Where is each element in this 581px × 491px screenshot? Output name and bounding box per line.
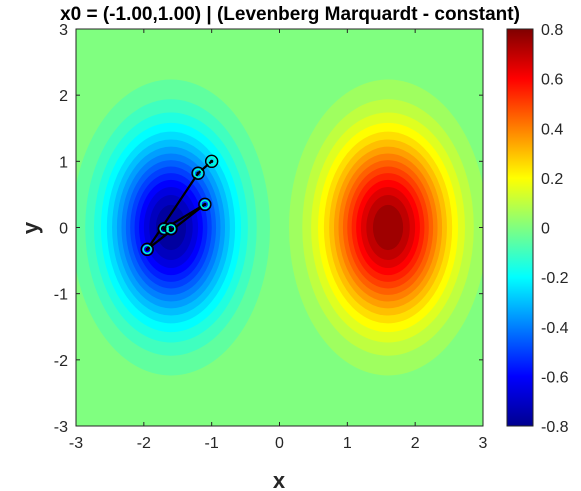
colorbar-tick-label: 0: [541, 221, 550, 238]
maximum-contour-level: [372, 204, 404, 251]
plot-area: [76, 29, 483, 426]
x-axis-label: x: [273, 468, 286, 491]
y-tick-label: 3: [59, 22, 68, 39]
y-tick-label: 2: [59, 88, 68, 105]
path-point: [191, 166, 205, 180]
path-point: [157, 222, 171, 236]
colorbar-tick-label: -0.6: [541, 369, 569, 386]
colorbar-tick-label: -0.4: [541, 320, 569, 337]
path-point: [164, 222, 178, 236]
x-tick-label: -2: [137, 435, 151, 452]
colorbar-tick-label: 0.4: [541, 121, 563, 138]
y-tick-labels: -3 -2 -1 0 1 2 3: [54, 22, 68, 436]
x-tick-labels: -3 -2 -1 0 1 2 3: [69, 435, 488, 452]
colorbar-tick-label: 0.2: [541, 171, 563, 188]
colorbar-tick-label: -0.2: [541, 270, 569, 287]
colorbar-tick-label: 0.8: [541, 22, 563, 39]
x-tick-label: 2: [411, 435, 420, 452]
x-tick-label: -3: [69, 435, 83, 452]
colorbar-tick-labels: -0.8 -0.6 -0.4 -0.2 0 0.2 0.4 0.6 0.8: [541, 22, 569, 436]
path-point: [204, 154, 219, 169]
chart-title: x0 = (-1.00,1.00) | (Levenberg Marquardt…: [60, 4, 520, 25]
x-tick-label: 0: [275, 435, 284, 452]
colorbar-tick-label: 0.6: [541, 72, 563, 89]
x-tick-label: 3: [479, 435, 488, 452]
y-axis-label: y: [18, 221, 43, 234]
path-point: [140, 242, 154, 257]
colorbar-tick-label: -0.8: [541, 419, 569, 436]
y-tick-label: 0: [59, 221, 68, 238]
colorbar: [506, 28, 534, 427]
x-tick-label: -1: [205, 435, 219, 452]
x-tick-label: 1: [343, 435, 352, 452]
y-tick-label: -3: [54, 419, 68, 436]
path-point: [198, 197, 212, 212]
contour-fill: [76, 79, 483, 376]
y-tick-label: -2: [54, 353, 68, 370]
y-tick-label: -1: [54, 287, 68, 304]
y-tick-label: 1: [59, 154, 68, 171]
optimization-path: [140, 154, 219, 257]
